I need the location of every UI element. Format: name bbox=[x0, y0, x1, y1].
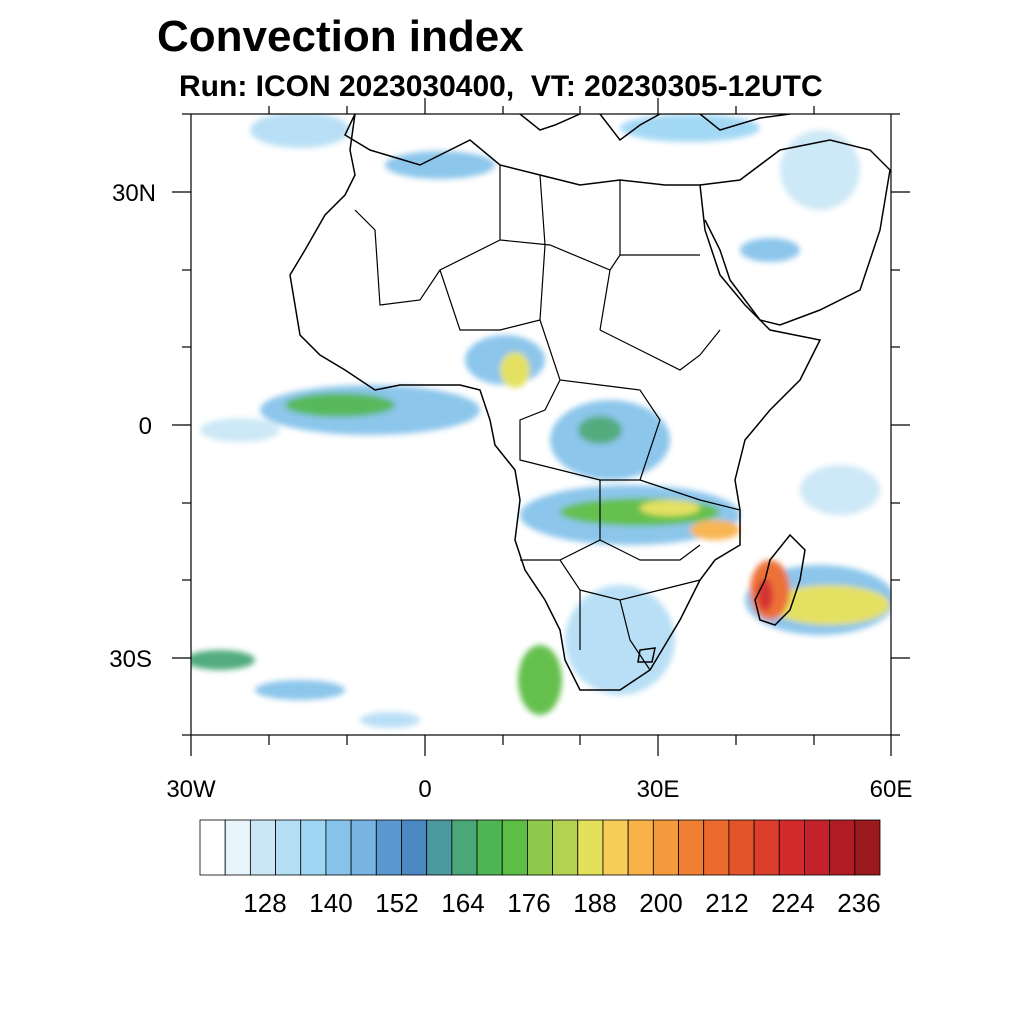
field-patch-south-core bbox=[560, 498, 720, 526]
colorbar-swatch-26 bbox=[854, 819, 881, 876]
colorbar-swatch-5 bbox=[325, 819, 352, 876]
field-patch-guinea-core bbox=[285, 393, 395, 417]
map-subtitle: Run: ICON 2023030400, VT: 20230305-12UTC bbox=[179, 70, 823, 103]
colorbar-labels: 128 140 152 164 176 188 200 212 224 236 bbox=[243, 888, 880, 918]
colorbar-label-236: 236 bbox=[837, 888, 880, 918]
field-patch-ne-madagascar bbox=[800, 465, 880, 515]
field-patch-southern-africa bbox=[565, 585, 675, 695]
field-patch-s-atlantic bbox=[255, 680, 345, 700]
colorbar-swatch-17 bbox=[627, 819, 654, 876]
colorbar-swatch-24 bbox=[804, 819, 831, 876]
colorbar-swatch-23 bbox=[778, 819, 805, 876]
lon-label-60e: 60E bbox=[870, 776, 913, 803]
field-patch-madagascar-core bbox=[757, 579, 773, 611]
field-patch-south-hot bbox=[640, 500, 700, 516]
country-borders bbox=[354, 165, 741, 671]
colorbar-label-212: 212 bbox=[705, 888, 748, 918]
field-patch-sw-atlantic bbox=[191, 650, 255, 670]
madagascar-coastline bbox=[754, 533, 806, 626]
africa-coastline bbox=[289, 114, 822, 691]
colorbar-label-140: 140 bbox=[309, 888, 352, 918]
colorbar-swatch-20 bbox=[703, 819, 730, 876]
map-title: Convection index bbox=[157, 12, 524, 61]
field-patch-nw bbox=[250, 114, 350, 148]
colorbar-swatch-13 bbox=[527, 819, 553, 876]
lat-label-30s: 30S bbox=[109, 646, 152, 673]
field-patch-eastmed bbox=[620, 114, 760, 142]
europe-coastline bbox=[519, 114, 791, 142]
colorbar-label-128: 128 bbox=[243, 888, 286, 918]
colorbar-swatch-10 bbox=[451, 819, 478, 876]
colorbar-swatch-6 bbox=[350, 819, 377, 876]
colorbar-label-164: 164 bbox=[441, 888, 484, 918]
colorbar-swatch-25 bbox=[829, 819, 856, 876]
lon-label-30w: 30W bbox=[166, 776, 216, 803]
field-patch-atlantic-eq bbox=[200, 418, 280, 442]
lon-label-30e: 30E bbox=[637, 776, 680, 803]
colorbar-swatch-18 bbox=[652, 819, 679, 876]
colorbar-swatch-3 bbox=[275, 819, 302, 876]
convection-field bbox=[191, 114, 891, 728]
arabia-coastline bbox=[699, 139, 891, 326]
field-patch-mideast bbox=[780, 130, 860, 210]
colorbar-swatch-8 bbox=[401, 819, 428, 876]
field-patch-indian-ocean-core bbox=[770, 585, 890, 625]
colorbar-label-176: 176 bbox=[507, 888, 550, 918]
colorbar-swatch-19 bbox=[678, 819, 705, 876]
lon-label-0: 0 bbox=[418, 776, 431, 803]
field-patch-south-atlantic bbox=[518, 645, 562, 715]
colorbar-swatch-4 bbox=[300, 819, 327, 876]
colorbar-label-224: 224 bbox=[771, 888, 814, 918]
colorbar-swatch-0 bbox=[199, 819, 226, 876]
axis-ticks bbox=[172, 98, 910, 756]
lat-label-30n: 30N bbox=[112, 180, 156, 207]
lesotho-border bbox=[637, 647, 656, 663]
field-patch-congo-core bbox=[578, 416, 622, 444]
colorbar-swatch-12 bbox=[501, 819, 528, 876]
field-patch-arabia bbox=[740, 238, 800, 262]
colorbar-swatch-15 bbox=[577, 819, 604, 876]
field-patch-med bbox=[385, 151, 495, 179]
field-patch-mozambique-channel bbox=[690, 520, 740, 540]
colorbar-swatch-11 bbox=[476, 819, 503, 876]
colorbar-swatch-2 bbox=[249, 819, 276, 876]
colorbar-swatch-21 bbox=[728, 819, 755, 876]
field-patch-cameroon-core bbox=[500, 352, 530, 388]
coastlines bbox=[289, 114, 891, 691]
colorbar-swatch-7 bbox=[375, 819, 402, 876]
lat-label-0: 0 bbox=[139, 413, 152, 440]
field-patch-s-atlantic-2 bbox=[360, 712, 420, 728]
colorbar-label-152: 152 bbox=[375, 888, 418, 918]
colorbar-label-188: 188 bbox=[573, 888, 616, 918]
colorbar-swatch-9 bbox=[426, 819, 453, 876]
colorbar-swatch-1 bbox=[224, 819, 251, 876]
colorbar-label-200: 200 bbox=[639, 888, 682, 918]
colorbar-swatch-14 bbox=[552, 819, 579, 876]
colorbar bbox=[199, 819, 881, 876]
colorbar-swatch-16 bbox=[602, 819, 629, 876]
colorbar-swatch-22 bbox=[753, 819, 780, 876]
